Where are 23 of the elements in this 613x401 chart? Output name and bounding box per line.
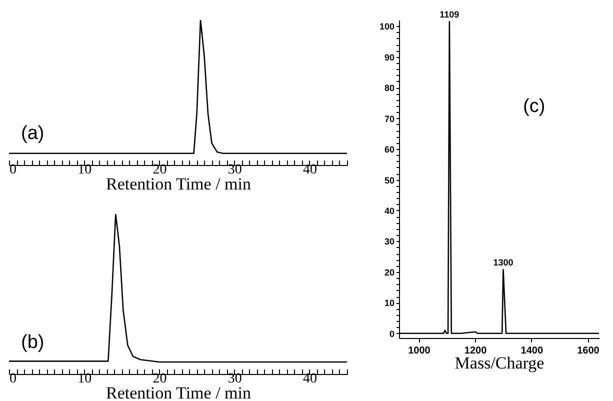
y-tick-label: 100	[379, 22, 394, 32]
y-tick-label: 90	[384, 52, 394, 62]
x-axis-title: Retention Time / min	[106, 384, 252, 401]
y-tick-label: 80	[384, 83, 394, 94]
x-tick-label: 1000	[408, 346, 431, 356]
y-tick-label: 60	[384, 144, 394, 155]
annotation: (c)	[523, 96, 546, 117]
x-tick-label: 1600	[577, 346, 600, 356]
annotation: 1300	[493, 257, 514, 268]
y-tick-label: 70	[384, 114, 394, 124]
y-tick-label: 0	[389, 328, 394, 339]
annotation: (b)	[21, 332, 44, 353]
x-tick-label: 1200	[464, 346, 488, 356]
x-axis-title: Retention Time / min	[106, 174, 252, 194]
annotation: (a)	[21, 123, 44, 144]
x-tick-label: 1400	[520, 346, 544, 356]
y-tick-label: 30	[384, 236, 394, 247]
y-tick-label: 50	[384, 175, 394, 186]
y-tick-label: 20	[384, 267, 394, 278]
y-tick-label: 40	[384, 206, 394, 216]
annotation: 1109	[440, 10, 460, 20]
y-tick-label: 10	[384, 298, 394, 308]
x-axis-title: Mass/Charge	[454, 354, 544, 372]
